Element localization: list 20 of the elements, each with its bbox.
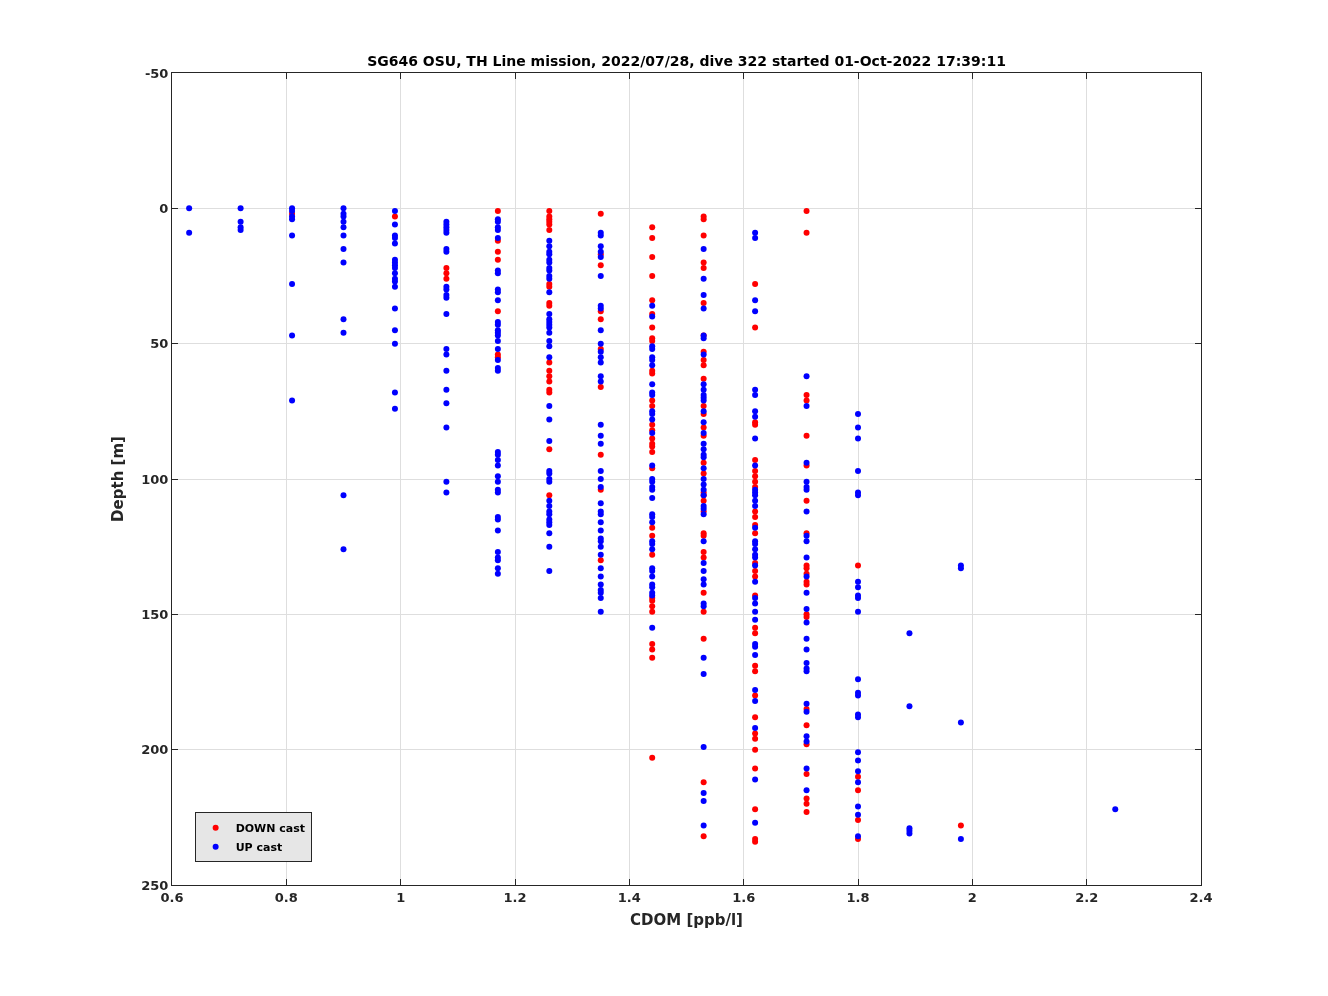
y-tick-label: -50 <box>144 65 169 81</box>
x-tick-label: 2.4 <box>1189 889 1213 905</box>
x-tick-label: 1.8 <box>846 889 870 905</box>
x-tick-label: 2.2 <box>1075 889 1099 905</box>
x-tick-label: 1.2 <box>503 889 527 905</box>
x-tick-label: 1 <box>396 889 406 905</box>
x-axis-title: CDOM [ppb/l] <box>630 910 743 929</box>
y-tick-label: 150 <box>141 606 169 622</box>
y-axis-title: Depth [m] <box>108 436 127 522</box>
x-tick-label: 1.6 <box>732 889 756 905</box>
chart-title: SG646 OSU, TH Line mission, 2022/07/28, dive 322 started 01-Oct-2022 17:39:11 <box>367 53 1006 69</box>
legend-label: UP cast <box>235 841 283 855</box>
y-tick-label: 0 <box>159 200 169 216</box>
x-tick-label: 2 <box>967 889 977 905</box>
y-tick-label: 50 <box>150 336 169 352</box>
x-tick-label: 1.4 <box>617 889 641 905</box>
y-tick-label: 100 <box>141 471 169 487</box>
y-tick-label: 200 <box>141 742 169 758</box>
x-tick-label: 0.8 <box>274 889 298 905</box>
legend-label: DOWN cast <box>235 822 306 836</box>
